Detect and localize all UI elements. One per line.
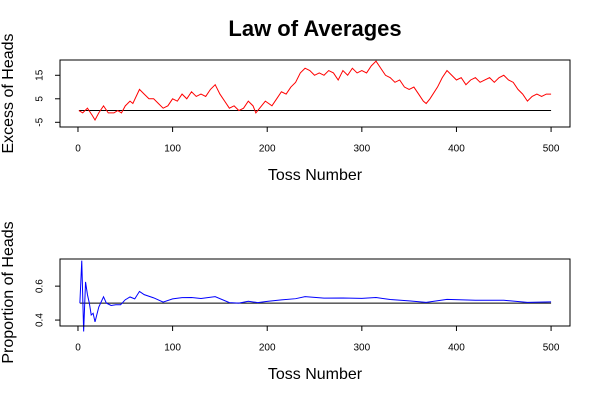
y-tick-label: 15 <box>35 69 46 81</box>
y-tick-label: -5 <box>35 117 46 126</box>
y-tick-label: 0.6 <box>35 279 46 293</box>
x-tick-label: 200 <box>259 343 276 354</box>
plot-frame <box>59 59 571 128</box>
x-tick-label: 0 <box>75 144 81 155</box>
x-tick-label: 400 <box>448 343 465 354</box>
x-tick-label: 300 <box>353 144 370 155</box>
y-tick-label: 5 <box>35 96 46 102</box>
y-axis-label: Proportion of Heads <box>0 221 17 363</box>
x-tick-label: 300 <box>353 343 370 354</box>
x-tick-label: 100 <box>164 144 181 155</box>
x-axis-label: Toss Number <box>268 167 363 184</box>
data-line <box>78 60 552 121</box>
plot-frame <box>59 258 571 327</box>
x-tick-label: 400 <box>448 144 465 155</box>
chart-title: Law of Averages <box>228 16 401 41</box>
data-line <box>79 260 552 332</box>
x-tick-label: 200 <box>259 144 276 155</box>
y-axis-label: Excess of Heads <box>0 33 17 153</box>
x-tick-label: 0 <box>75 343 81 354</box>
x-tick-label: 500 <box>543 144 560 155</box>
x-tick-label: 100 <box>164 343 181 354</box>
x-tick-label: 500 <box>543 343 560 354</box>
y-tick-label: 0.4 <box>35 313 46 327</box>
x-axis-label: Toss Number <box>268 366 363 383</box>
